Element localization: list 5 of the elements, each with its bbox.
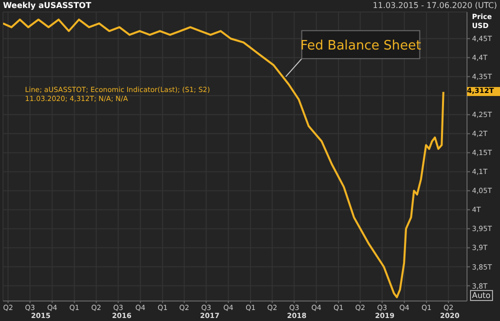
chart-title: Weekly aUSASSTOT — [3, 1, 92, 10]
annotation: Fed Balance Sheet — [300, 38, 422, 54]
text: Auto — [470, 290, 493, 301]
line-series — [3, 18, 444, 298]
chart-subtitle: 11.03.2015 - 17.06.2020 (UTC) — [372, 1, 497, 10]
